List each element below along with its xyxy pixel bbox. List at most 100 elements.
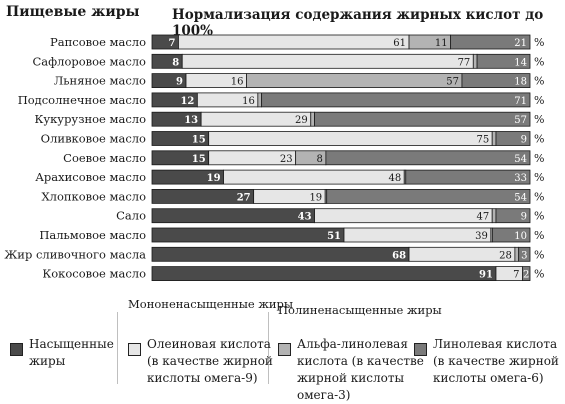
percent-sign: %	[534, 133, 544, 146]
data-label: 29	[295, 115, 308, 126]
bar-segment-alpha-linolenic	[472, 53, 478, 69]
bar-segment-linoleic	[461, 73, 531, 88]
legend-label-oleic: Олеиновая кислота (в качестве жирной кис…	[147, 337, 273, 385]
data-label: 16	[231, 77, 244, 88]
category-label: Соевое масло	[63, 151, 146, 165]
data-label: 57	[446, 77, 459, 88]
legend-item-oleic: Олеиновая кислота (в качестве жирной кис…	[128, 336, 273, 387]
category-label: Арахисовое масло	[35, 170, 146, 184]
legend-item-linoleic: Линолевая кислота (в качестве жирной кис…	[414, 336, 559, 387]
data-label: 19	[309, 192, 322, 203]
data-label: 51	[327, 231, 341, 242]
category-label: Сафлоровое масло	[32, 54, 146, 68]
bar-segment-saturated	[151, 227, 345, 243]
legend-group-mono: Мононенасыщенные жиры	[128, 297, 294, 311]
bar-segment-oleic	[314, 208, 493, 224]
legend-swatch-alpha-linolenic	[278, 343, 291, 356]
bar-segment-linoleic	[326, 188, 531, 204]
legend-label-alpha-linolenic: Альфа-линолевая кислота (в качестве жирн…	[297, 337, 424, 402]
legend-swatch-saturated	[10, 343, 23, 356]
bar-segment-linoleic	[450, 34, 531, 50]
bar-segment-saturated	[151, 266, 497, 282]
data-label: 2	[523, 270, 529, 281]
category-label: Пальмовое масло	[39, 228, 146, 242]
category-label: Рапсовое масло	[50, 35, 146, 49]
category-label: Жир сливочного масла	[4, 247, 146, 261]
fatty-acid-chart: Рапсовое масло 7 61 11 21 % Сафлоровое масло 8 7…	[4, 34, 544, 282]
data-label: 57	[514, 115, 527, 126]
bar-segment-oleic	[223, 169, 405, 185]
bar-segment-linoleic	[314, 111, 531, 127]
data-label: 54	[514, 192, 527, 203]
bar-segment-alpha-linolenic	[257, 92, 263, 108]
data-label: 23	[280, 154, 293, 165]
category-label: Кукурузное масло	[34, 112, 146, 126]
data-label: 11	[435, 38, 448, 49]
data-label: 8	[172, 57, 179, 68]
data-label: 16	[242, 96, 255, 107]
data-label: 48	[389, 173, 402, 184]
data-label: 68	[392, 250, 406, 261]
bar-segment-alpha-linolenic	[514, 246, 520, 262]
data-label: 91	[479, 270, 493, 281]
percent-sign: %	[534, 75, 544, 88]
bar-segment-linoleic	[476, 53, 531, 69]
bar-segment-linoleic	[495, 131, 531, 146]
percent-sign: %	[534, 190, 544, 203]
data-label: 7	[168, 38, 175, 49]
data-label: 10	[514, 231, 527, 242]
data-label: 71	[514, 96, 527, 107]
data-label: 54	[514, 154, 527, 165]
bar-segment-alpha-linolenic	[491, 208, 497, 224]
bar-segment-oleic	[181, 53, 474, 69]
data-label: 14	[514, 57, 527, 68]
category-label: Льняное масло	[54, 74, 146, 88]
data-label: 13	[184, 115, 198, 126]
category-label: Подсолнечное масло	[18, 93, 146, 107]
bar-segment-linoleic	[325, 150, 531, 166]
percent-sign: %	[534, 55, 544, 68]
legend-group-poly: Полиненасыщенные жиры	[278, 303, 442, 317]
data-label: 15	[192, 154, 206, 165]
data-label: 28	[499, 250, 512, 261]
data-label: 9	[521, 212, 527, 223]
data-label: 27	[237, 192, 251, 203]
percent-sign: %	[534, 248, 544, 261]
bar-segment-saturated	[151, 208, 315, 224]
bar-segment-alpha-linolenic	[310, 111, 315, 127]
bar-segment-alpha-linolenic	[246, 73, 463, 88]
legend-item-saturated: Насыщенные жиры	[10, 336, 114, 370]
data-label: 9	[521, 135, 527, 146]
legend-swatch-linoleic	[414, 343, 427, 356]
percent-sign: %	[534, 152, 544, 165]
data-label: 77	[458, 57, 471, 68]
bar-segment-oleic	[343, 227, 492, 243]
bar-segment-linoleic	[261, 92, 531, 108]
data-label: 47	[476, 212, 489, 223]
percent-sign: %	[534, 94, 544, 107]
bar-segment-oleic	[208, 131, 493, 146]
legend-swatch-oleic	[128, 343, 141, 356]
category-label: Кокосовое масло	[42, 267, 146, 281]
percent-sign: %	[534, 268, 544, 281]
data-label: 15	[192, 135, 206, 146]
data-label: 75	[476, 135, 489, 146]
category-label: Оливковое масло	[41, 132, 146, 146]
bar-segment-linoleic	[495, 208, 531, 224]
bar-segment-oleic	[178, 34, 410, 50]
data-label: 33	[514, 173, 527, 184]
data-label: 8	[317, 154, 323, 165]
data-label: 3	[521, 250, 527, 261]
legend-item-alpha-linolenic: Альфа-линолевая кислота (в качестве жирн…	[278, 336, 424, 404]
percent-sign: %	[534, 171, 544, 184]
bar-segment-saturated	[151, 246, 410, 262]
legend-divider	[268, 312, 269, 384]
data-label: 39	[475, 231, 488, 242]
data-label: 61	[393, 38, 406, 49]
data-label: 21	[514, 38, 527, 49]
percent-sign: %	[534, 210, 544, 223]
data-label: 7	[513, 270, 519, 281]
bar-segment-linoleic	[405, 169, 531, 185]
category-label: Сало	[116, 209, 146, 223]
percent-sign: %	[534, 229, 544, 242]
